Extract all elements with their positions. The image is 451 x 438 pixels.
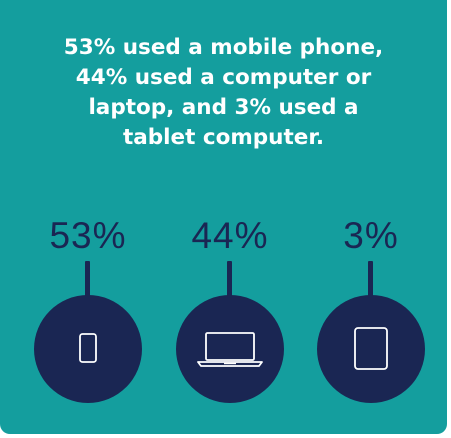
headline-line-2: 44% used a computer or	[75, 65, 372, 90]
stat-tablet: 3%	[311, 213, 431, 426]
stat-value-mobile-phone: 53%	[49, 215, 127, 256]
icon-circle	[317, 295, 425, 403]
stat-laptop: 44%	[170, 213, 290, 426]
headline: 53% used a mobile phone, 44% used a compu…	[20, 33, 427, 153]
headline-line-1: 53% used a mobile phone,	[63, 35, 384, 60]
stat-mobile-phone: 53%	[28, 213, 148, 426]
stat-value-laptop: 44%	[191, 215, 269, 256]
stat-value-tablet: 3%	[343, 215, 399, 256]
icon-circle	[34, 295, 142, 403]
connector-line	[85, 261, 90, 303]
headline-line-3: laptop, and 3% used a	[88, 95, 359, 120]
connector-line	[227, 261, 232, 303]
icon-circle	[176, 295, 284, 403]
connector-line	[368, 261, 373, 303]
laptop-icon	[197, 332, 263, 367]
headline-line-4: tablet computer.	[122, 125, 325, 150]
mobile-phone-icon	[79, 333, 97, 363]
tablet-icon	[354, 327, 388, 370]
